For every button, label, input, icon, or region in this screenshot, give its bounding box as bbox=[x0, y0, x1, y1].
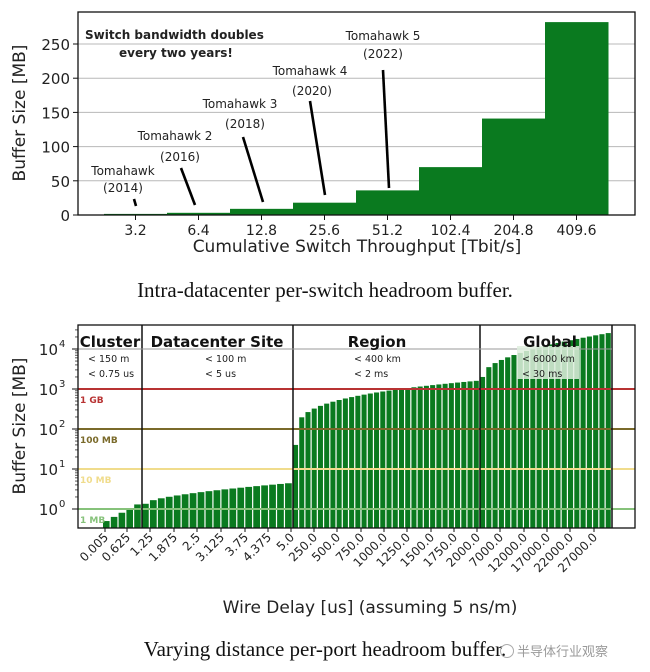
y-tick-label: 150 bbox=[41, 104, 70, 122]
bar-102.4 bbox=[419, 167, 483, 215]
x-tick-label: 204.8 bbox=[493, 223, 533, 239]
annotation-year: (2016) bbox=[160, 150, 200, 164]
tomahawk-annotations: Tomahawk (2014) Tomahawk 2 (2016) Tomahawk 3… bbox=[90, 29, 421, 207]
region-delay: < 5 us bbox=[205, 369, 236, 380]
x-tick-label: 12.8 bbox=[246, 223, 277, 239]
annotation-year: (2014) bbox=[103, 181, 143, 195]
y-tick-label: 100 bbox=[41, 139, 70, 157]
bottom-chart-bars bbox=[103, 333, 611, 528]
x-tick-label: 6.4 bbox=[187, 223, 209, 239]
reference-line-label: 1 MB bbox=[80, 516, 105, 526]
region-name: Global bbox=[523, 333, 577, 351]
y-tick-label: 50 bbox=[51, 173, 70, 191]
annotation-arrow bbox=[308, 100, 327, 196]
y-tick-label: 0 bbox=[60, 207, 70, 225]
bottom-chart-caption: Varying distance per-port headroom buffe… bbox=[143, 637, 507, 661]
x-tick-label: 409.6 bbox=[556, 223, 596, 239]
y-tick-label: 10 bbox=[39, 461, 58, 479]
region-distance: < 400 km bbox=[354, 354, 401, 365]
bar-6.4 bbox=[167, 212, 231, 215]
top-chart-frame bbox=[77, 11, 636, 216]
svg-text:1: 1 bbox=[59, 459, 65, 470]
svg-text:2: 2 bbox=[59, 419, 65, 430]
reference-line-label: 100 MB bbox=[80, 436, 118, 446]
bar-204.8 bbox=[482, 118, 546, 215]
svg-text:3: 3 bbox=[59, 379, 65, 390]
top-chart-x-label: Cumulative Switch Throughput [Tbit/s] bbox=[193, 237, 522, 257]
wechat-icon bbox=[500, 644, 514, 658]
region-distance: < 100 m bbox=[205, 354, 246, 365]
region-delay: < 2 ms bbox=[354, 369, 388, 380]
top-chart-y-label: Buffer Size [MB] bbox=[10, 45, 30, 182]
annotation-label: Tomahawk bbox=[90, 164, 154, 178]
region-delay: < 30 ms bbox=[522, 369, 562, 380]
bottom-chart-region-labels: Cluster < 150 m < 0.75 us Datacenter Site < … bbox=[80, 333, 579, 380]
region-name: Cluster bbox=[80, 333, 141, 351]
bar-51.2 bbox=[356, 190, 420, 215]
y-tick-label: 10 bbox=[39, 341, 58, 359]
top-chart-caption: Intra-datacenter per-switch headroom buf… bbox=[137, 278, 513, 302]
annotation-arrow bbox=[241, 136, 265, 203]
region-delay: < 0.75 us bbox=[88, 369, 134, 380]
bar-25.6 bbox=[293, 202, 357, 215]
region-distance: < 6000 km bbox=[522, 354, 575, 365]
bar-12.8 bbox=[230, 208, 294, 215]
annotation-arrow bbox=[381, 69, 391, 189]
y-tick-label: 10 bbox=[39, 381, 58, 399]
annotation-label: Tomahawk 2 bbox=[137, 129, 213, 143]
region-name: Datacenter Site bbox=[151, 333, 284, 351]
annotation-label: Tomahawk 4 bbox=[272, 64, 348, 78]
y-tick-label: 250 bbox=[41, 36, 70, 54]
annotation-arrow bbox=[179, 167, 197, 206]
annotation-headline-2: every two years! bbox=[119, 46, 233, 60]
watermark: 半导体行业观察 bbox=[500, 641, 608, 660]
reference-line-label: 1 GB bbox=[80, 396, 104, 406]
bar-409.6 bbox=[545, 22, 609, 215]
bottom-chart-x-label: Wire Delay [us] (assuming 5 ns/m) bbox=[223, 598, 518, 618]
annotation-year: (2022) bbox=[363, 47, 403, 61]
y-tick-label: 10 bbox=[39, 421, 58, 439]
annotation-headline-1: Switch bandwidth doubles bbox=[85, 28, 264, 42]
annotation-label: Tomahawk 3 bbox=[202, 97, 278, 111]
annotation-year: (2020) bbox=[292, 84, 332, 98]
region-distance: < 150 m bbox=[88, 354, 129, 365]
x-tick-label: 51.2 bbox=[372, 223, 403, 239]
bottom-chart-frame bbox=[77, 324, 636, 529]
bottom-chart-region-dividers bbox=[78, 325, 613, 528]
top-chart-x-ticks: 3.2 6.4 12.8 25.6 51.2 102.4 204.8 409.6 bbox=[124, 215, 597, 239]
svg-text:0: 0 bbox=[59, 499, 65, 510]
bottom-chart-reference-lines: 1 GB 100 MB 10 MB 1 MB bbox=[78, 388, 635, 526]
x-tick-label: 102.4 bbox=[430, 223, 470, 239]
y-tick-label: 10 bbox=[39, 501, 58, 519]
reference-line-label: 10 MB bbox=[80, 476, 112, 486]
annotation-year: (2018) bbox=[225, 117, 265, 131]
y-tick-label: 200 bbox=[41, 70, 70, 88]
x-tick-label: 25.6 bbox=[309, 223, 340, 239]
annotation-label: Tomahawk 5 bbox=[345, 29, 421, 43]
top-chart: 0 50 100 150 200 250 3.2 6.4 12.8 25.6 51.2 102.4 2… bbox=[10, 11, 636, 257]
region-name: Region bbox=[348, 333, 407, 351]
bottom-chart-y-label: Buffer Size [MB] bbox=[10, 358, 30, 495]
svg-text:4: 4 bbox=[59, 339, 65, 350]
top-chart-y-ticks: 0 50 100 150 200 250 bbox=[41, 36, 78, 225]
annotation-arrow bbox=[132, 198, 138, 207]
x-tick-label: 3.2 bbox=[124, 223, 146, 239]
